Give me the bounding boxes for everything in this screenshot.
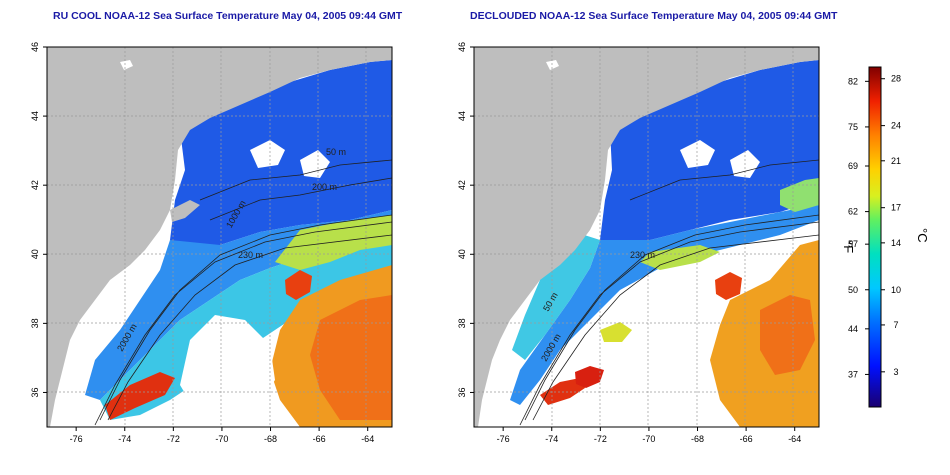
left-isobath-label-230: 230 m (238, 250, 263, 260)
right-grid (474, 47, 819, 427)
right-isobath-label-230: 230 m (630, 250, 655, 260)
left-lon-tick-label: -70 (215, 434, 228, 444)
colorbar-c-tick-label: 14 (891, 238, 901, 248)
left-axes: -76 -74 -72 -70 -68 -66 -64 36 38 40 42 44 46 (30, 42, 374, 444)
colorbar-gradient (868, 66, 882, 408)
left-warm-eddy (285, 270, 312, 300)
colorbar-f-tick-label: 75 (848, 122, 858, 132)
left-lat-tick-label: 42 (30, 180, 40, 190)
colorbar-f-tick-label: 44 (848, 324, 858, 334)
colorbar-f-tick-label: 62 (848, 207, 858, 217)
colorbar-f-tick-label: 82 (848, 76, 858, 86)
right-map: 230 m 50 m 2000 m -76 -74 -72 -70 -68 -66 -643… (457, 42, 820, 444)
right-lat-tick-label: 36 (457, 387, 467, 397)
right-land-mass (474, 47, 819, 427)
colorbar-c-tick-label: 24 (891, 121, 901, 131)
colorbar-unit-f: °F (841, 240, 856, 253)
left-land-coast-cape (170, 200, 200, 222)
right-cloud-patch (680, 140, 715, 168)
left-cloud-mass-south (180, 315, 275, 420)
right-lon-tick-label: -74 (545, 434, 558, 444)
left-map-title: RU COOL NOAA-12 Sea Surface Temperature … (53, 10, 403, 22)
right-lat-tick-label: 44 (457, 111, 467, 121)
colorbar-f-tick-label: 50 (848, 285, 858, 295)
left-cloud-patch (250, 140, 285, 168)
left-lat-tick-label: 46 (30, 42, 40, 52)
right-warm-eddy (715, 272, 742, 300)
right-gulfstream-red (540, 378, 585, 405)
right-map-frame (473, 46, 820, 428)
left-grid (47, 47, 392, 427)
right-lat-tick-label: 38 (457, 318, 467, 328)
colorbar-c-tick-label: 17 (891, 203, 901, 213)
colorbar-c-tick-label: 10 (891, 285, 901, 295)
left-map: 50 m 200 m 1000 m 2000 m 230 m -76 -74 -72… (30, 42, 393, 444)
right-lon-tick-label: -64 (788, 434, 801, 444)
right-lon-tick-label: -70 (642, 434, 655, 444)
left-lon-tick-label: -66 (313, 434, 326, 444)
right-lat-tick-label: 40 (457, 249, 467, 259)
colorbar-c-tick-label: 3 (893, 367, 898, 377)
right-lat-tick-label: 42 (457, 180, 467, 190)
colorbar-f-tick-label: 57 (848, 239, 858, 249)
colorbar-f-tick-label: 37 (848, 369, 858, 379)
right-ocean-cyan-band (512, 232, 600, 360)
colorbar-c-tick-label: 21 (891, 156, 901, 166)
right-island (546, 60, 559, 70)
right-axes: -76 -74 -72 -70 -68 -66 -64 36 38 40 42 44 46 (457, 42, 801, 444)
right-ocean-green-east (780, 178, 819, 212)
left-lon-tick-label: -64 (361, 434, 374, 444)
right-ocean-orange-core (760, 295, 815, 375)
left-map-frame (46, 46, 393, 428)
left-lat-tick-label: 38 (30, 318, 40, 328)
colorbar-c-tick-label: 28 (891, 74, 901, 84)
left-ocean-orange-core (310, 295, 392, 420)
right-isobath-lines (519, 159, 819, 426)
left-gulfstream-red (105, 372, 175, 420)
left-isobath-label-50: 50 m (326, 147, 346, 157)
left-lon-tick-label: -76 (70, 434, 83, 444)
right-lat-tick-label: 46 (457, 42, 467, 52)
right-lon-tick-label: -68 (691, 434, 704, 444)
left-lat-tick-label: 36 (30, 387, 40, 397)
colorbar-f-tick-label: 69 (848, 161, 858, 171)
right-yellow-patch (600, 322, 632, 342)
left-lon-tick-label: -74 (118, 434, 131, 444)
right-lon-tick-label: -76 (497, 434, 510, 444)
left-isobath-label-200: 200 m (312, 182, 337, 192)
left-lat-tick-label: 40 (30, 249, 40, 259)
left-isobath-lines (94, 159, 392, 426)
left-lon-tick-label: -72 (167, 434, 180, 444)
left-land-mass (47, 47, 392, 427)
left-lat-tick-label: 44 (30, 111, 40, 121)
right-ocean-midshelf (510, 205, 819, 405)
right-gulfstream-red-2 (575, 366, 604, 388)
left-lon-tick-label: -68 (264, 434, 277, 444)
left-island (120, 60, 133, 70)
right-lon-tick-label: -66 (740, 434, 753, 444)
colorbar-unit-c: °C (915, 228, 930, 243)
colorbar-c-tick-label: 7 (893, 320, 898, 330)
right-lon-tick-label: -72 (594, 434, 607, 444)
right-map-title: DECLOUDED NOAA-12 Sea Surface Temperatur… (470, 10, 838, 22)
left-cloud-patch-2 (300, 150, 330, 178)
